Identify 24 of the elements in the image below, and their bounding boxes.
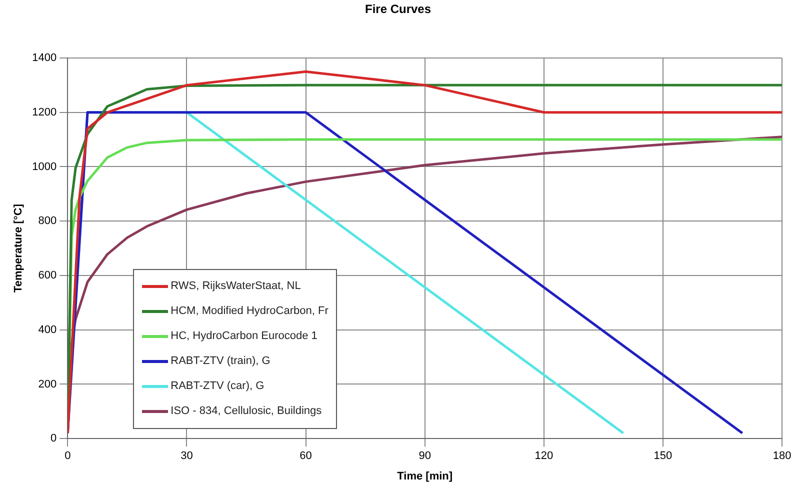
x-tick-label: 120	[534, 450, 554, 462]
legend-label: HCM, Modified HydroCarbon, Fr	[170, 304, 328, 320]
y-tick-label: 600	[38, 270, 57, 282]
y-tick-label: 800	[38, 215, 57, 228]
x-tick-label: 60	[300, 450, 312, 462]
x-tick-label: 90	[418, 450, 431, 462]
x-tick-label: 180	[772, 450, 792, 462]
legend-label: RWS, RijksWaterStaat, NL	[170, 279, 302, 294]
legend-label: ISO - 834, Cellulosic, Buildings	[170, 404, 323, 420]
legend-label: RABT-ZTV (train), G	[170, 354, 272, 370]
y-axis-title: Temperature [°C]	[12, 204, 25, 293]
y-tick-label: 1400	[32, 52, 57, 64]
y-tick-label: 0	[50, 432, 57, 445]
x-tick-label: 0	[64, 450, 71, 462]
y-tick-label: 1200	[32, 106, 57, 118]
legend-label: HC, HydroCarbon Eurocode 1	[170, 329, 318, 344]
y-tick-label: 200	[38, 378, 57, 390]
x-tick-label: 30	[180, 450, 193, 462]
chart-title: Fire Curves	[364, 2, 432, 16]
x-axis-title: Time [min]	[397, 470, 453, 482]
y-tick-label: 1000	[32, 160, 57, 173]
legend-label: RABT-ZTV (car), G	[170, 379, 266, 394]
y-tick-label: 400	[38, 324, 57, 336]
x-tick-label: 150	[654, 450, 672, 462]
